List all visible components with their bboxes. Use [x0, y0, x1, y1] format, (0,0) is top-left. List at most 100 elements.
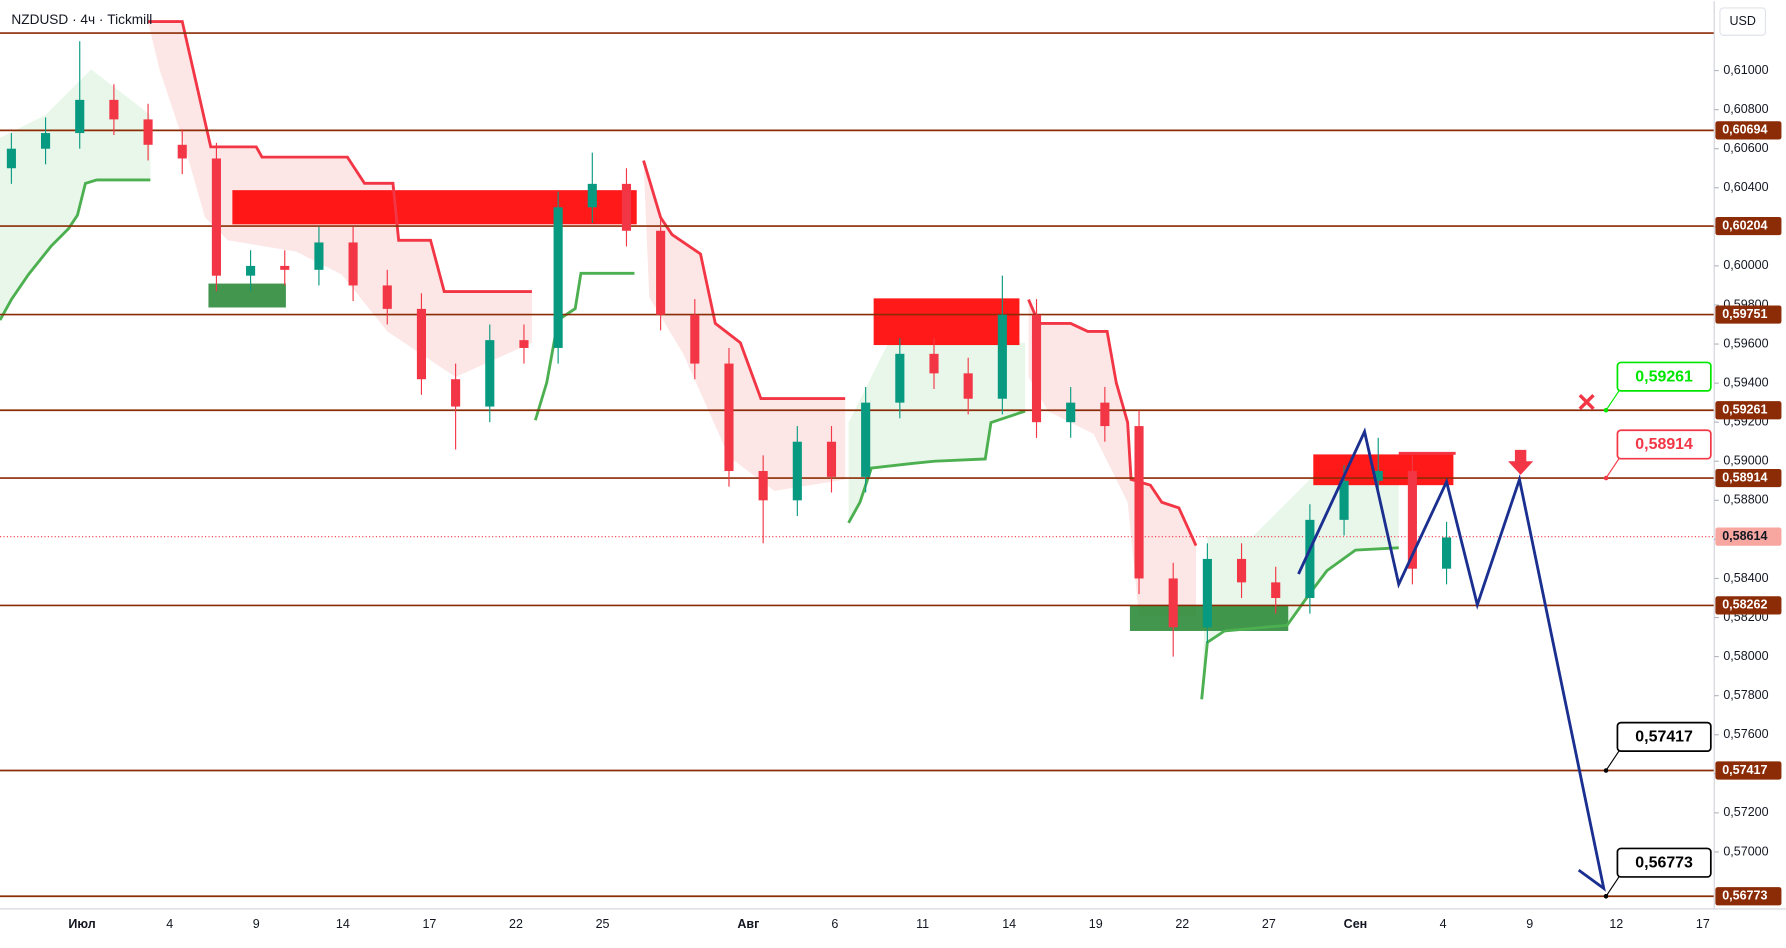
- candle-body: [177, 144, 187, 159]
- candle-body: [1442, 537, 1452, 569]
- x-tick-label: 9: [253, 917, 260, 931]
- chart-title: NZDUSD · 4ч · Tickmill: [11, 12, 152, 27]
- candle-body: [451, 379, 461, 407]
- y-tick-label: 0,59600: [1723, 336, 1768, 350]
- x-tick-label: Июл: [68, 917, 95, 931]
- callout-box: [1616, 361, 1712, 392]
- candle-body: [41, 133, 51, 149]
- candle-body: [485, 340, 495, 407]
- candle-body: [314, 242, 324, 270]
- y-tick-label: 0,59000: [1723, 454, 1768, 468]
- x-tick-label: 27: [1262, 917, 1276, 931]
- currency-box: [1719, 7, 1767, 36]
- candle-body: [1407, 471, 1417, 569]
- y-tick-label: 0,57000: [1723, 844, 1768, 858]
- level-label: 0,57417: [1722, 763, 1767, 777]
- candle-body: [1100, 402, 1110, 427]
- callout-text: 0,56773: [1635, 854, 1693, 871]
- y-tick-label: 0,57200: [1723, 805, 1768, 819]
- x-tick-label: 4: [166, 917, 173, 931]
- supply-zone: [873, 298, 1020, 346]
- candle-body: [75, 99, 85, 134]
- supertrend-down: [148, 20, 1456, 547]
- callout-text: 0,57417: [1635, 729, 1693, 746]
- candle-body: [348, 242, 358, 286]
- level-label-bg: [1715, 121, 1782, 140]
- callout-box: [1616, 847, 1712, 878]
- callout-pointer: [1605, 389, 1621, 411]
- x-tick-label: 12: [1609, 917, 1623, 931]
- y-tick-label: 0,57600: [1723, 727, 1768, 741]
- candle-body: [690, 314, 700, 364]
- candle-body: [929, 353, 939, 374]
- level-label: 0,58262: [1722, 598, 1767, 612]
- candle-body: [6, 148, 16, 169]
- candle-body: [792, 441, 802, 501]
- candle-body: [1271, 582, 1281, 598]
- candle-body: [1305, 519, 1315, 598]
- candle-body: [656, 230, 666, 315]
- level-label-bg: [1715, 887, 1782, 906]
- level-label-bg: [1715, 761, 1782, 780]
- candle-body: [963, 373, 973, 399]
- y-axis: 0,610000,608000,606000,604000,602000,600…: [1714, 63, 1782, 906]
- level-label: 0,59261: [1722, 403, 1767, 417]
- x-tick-label: 6: [831, 917, 838, 931]
- callout-point: [1603, 475, 1609, 481]
- candle-body: [1373, 471, 1383, 481]
- candle-body: [382, 285, 392, 309]
- x-tick-label: 4: [1440, 917, 1447, 931]
- level-label-bg: [1715, 216, 1782, 236]
- trend-fill: [1201, 468, 1399, 700]
- candle-body: [587, 183, 597, 208]
- y-tick-label: 0,57800: [1723, 688, 1768, 702]
- current-price-label: 0,58614: [1722, 529, 1767, 543]
- y-tick-label: 0,60600: [1723, 141, 1768, 155]
- x-tick-label: 22: [1175, 917, 1189, 931]
- callout-point: [1603, 768, 1609, 773]
- x-tick-label: 14: [336, 917, 350, 931]
- projected-path: [1297, 427, 1606, 892]
- candle-body: [895, 353, 905, 403]
- y-tick-label: 0,60000: [1723, 258, 1768, 272]
- callout-point: [1603, 407, 1609, 413]
- candle-body: [758, 471, 768, 501]
- y-tick-label: 0,61000: [1723, 63, 1768, 77]
- callout-box: [1616, 429, 1712, 460]
- level-label: 0,56773: [1722, 889, 1767, 903]
- candle-body: [553, 207, 563, 348]
- level-label: 0,59751: [1722, 307, 1767, 321]
- trend-fill: [643, 160, 846, 491]
- y-tick-label: 0,58800: [1723, 493, 1768, 507]
- x-tick-label: 17: [422, 917, 436, 931]
- candle-body: [826, 441, 837, 477]
- callout-text: 0,58914: [1635, 436, 1693, 453]
- callout-pointer: [1605, 749, 1621, 771]
- level-label-bg: [1715, 305, 1782, 324]
- supply-zone: [1313, 454, 1454, 486]
- callout-box: [1616, 721, 1712, 752]
- candle-body: [621, 183, 632, 231]
- candles: [6, 41, 1452, 657]
- y-tick-label: 0,58400: [1723, 571, 1768, 585]
- drawings: [0, 20, 1456, 700]
- x-tick-label: 25: [596, 917, 610, 931]
- annotations: 0,59261 0,58914 0,57417 0,56773: [1603, 361, 1712, 899]
- candle-body: [861, 402, 871, 477]
- y-tick-label: 0,60800: [1723, 102, 1768, 116]
- candle-body: [997, 314, 1007, 399]
- candle-body: [1339, 480, 1349, 520]
- candle-body: [280, 265, 290, 270]
- level-label: 0,60204: [1722, 218, 1767, 232]
- level-label: 0,60694: [1722, 123, 1767, 137]
- candle-body: [1168, 578, 1178, 628]
- candle-body: [211, 158, 221, 276]
- y-tick-label: 0,60400: [1723, 180, 1768, 194]
- callout-text: 0,59261: [1635, 368, 1693, 385]
- level-label: 0,58914: [1722, 470, 1767, 484]
- candle-body: [724, 363, 734, 472]
- x-tick-label: Авг: [737, 917, 759, 931]
- current-price-bg: [1715, 527, 1782, 546]
- levels: [0, 32, 1715, 898]
- y-tick-label: 0,59400: [1723, 375, 1768, 389]
